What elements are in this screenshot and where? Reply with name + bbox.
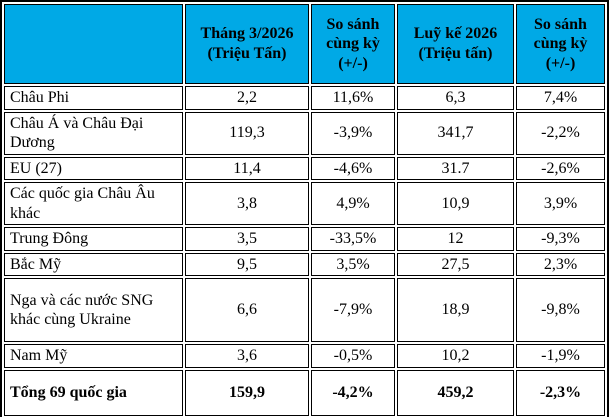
header-row: Tháng 3/2026 (Triệu Tấn) So sánh cùng kỳ … — [4, 4, 605, 84]
region-label: Châu Phi — [4, 86, 183, 110]
total-value-cell: 459,2 — [397, 369, 514, 416]
value-cell: 3,6 — [185, 344, 309, 368]
region-label: Các quốc gia Châu Âu khác — [4, 182, 183, 226]
region-label: Nga và các nước SNG khác cùng Ukraine — [4, 278, 183, 343]
region-label: Bắc Mỹ — [4, 252, 183, 277]
value-cell: -9,8% — [516, 278, 605, 343]
table-header: Tháng 3/2026 (Triệu Tấn) So sánh cùng kỳ … — [4, 4, 605, 84]
value-cell: -4,6% — [311, 156, 395, 181]
value-cell: 6,6 — [185, 278, 309, 343]
value-cell: 341,7 — [397, 111, 514, 155]
table-row: Nam Mỹ 3,6 -0,5% 10,2 -1,9% — [4, 344, 605, 368]
corner-cell — [4, 4, 183, 84]
region-label: Châu Á và Châu Đại Dương — [4, 111, 183, 155]
value-cell: 31.7 — [397, 156, 514, 181]
region-label: Trung Đông — [4, 227, 183, 251]
value-cell: 2,2 — [185, 86, 309, 110]
column-header: So sánh cùng kỳ (+/-) — [516, 4, 605, 84]
total-label: Tổng 69 quốc gia — [4, 369, 183, 416]
value-cell: 11,4 — [185, 156, 309, 181]
region-label: EU (27) — [4, 156, 183, 181]
column-header: Luỹ kế 2026 (Triệu tấn) — [397, 4, 514, 84]
column-header: Tháng 3/2026 (Triệu Tấn) — [185, 4, 309, 84]
table-row: Châu Phi 2,2 11,6% 6,3 7,4% — [4, 86, 605, 110]
total-value-cell: 159,9 — [185, 369, 309, 416]
value-cell: -7,9% — [311, 278, 395, 343]
value-cell: 10,9 — [397, 182, 514, 226]
value-cell: -1,9% — [516, 344, 605, 368]
value-cell: 3,8 — [185, 182, 309, 226]
value-cell: 18,9 — [397, 278, 514, 343]
value-cell: 7,4% — [516, 86, 605, 110]
value-cell: 9,5 — [185, 252, 309, 277]
total-value-cell: -4,2% — [311, 369, 395, 416]
value-cell: 3,9% — [516, 182, 605, 226]
region-label: Nam Mỹ — [4, 344, 183, 368]
table-row: Châu Á và Châu Đại Dương 119,3 -3,9% 341,7-… — [4, 111, 605, 155]
column-header: So sánh cùng kỳ (+/-) — [311, 4, 395, 84]
value-cell: 11,6% — [311, 86, 395, 110]
value-cell: 3,5% — [311, 252, 395, 277]
value-cell: 12 — [397, 227, 514, 251]
total-value-cell: -2,3% — [516, 369, 605, 416]
value-cell: 6,3 — [397, 86, 514, 110]
value-cell: -2,2% — [516, 111, 605, 155]
value-cell: -2,6% — [516, 156, 605, 181]
table-body: Châu Phi 2,2 11,6% 6,3 7,4% Châu Á và Châu Đạ… — [4, 86, 605, 416]
value-cell: 4,9% — [311, 182, 395, 226]
value-cell: -0,5% — [311, 344, 395, 368]
table-row: Nga và các nước SNG khác cùng Ukraine 6,6… — [4, 278, 605, 343]
table-row: Các quốc gia Châu Âu khác 3,8 4,9% 10,9 3,9% — [4, 182, 605, 226]
value-cell: -3,9% — [311, 111, 395, 155]
value-cell: -9,3% — [516, 227, 605, 251]
value-cell: -33,5% — [311, 227, 395, 251]
value-cell: 10,2 — [397, 344, 514, 368]
table-row: EU (27) 11,4 -4,6% 31.7 -2,6% — [4, 156, 605, 181]
value-cell: 3,5 — [185, 227, 309, 251]
total-row: Tổng 69 quốc gia 159,9 -4,2% 459,2 -2,3% — [4, 369, 605, 416]
value-cell: 2,3% — [516, 252, 605, 277]
value-cell: 27,5 — [397, 252, 514, 277]
value-cell: 119,3 — [185, 111, 309, 155]
table-row: Trung Đông 3,5 -33,5% 12 -9,3% — [4, 227, 605, 251]
table-row: Bắc Mỹ 9,5 3,5% 27,5 2,3% — [4, 252, 605, 277]
